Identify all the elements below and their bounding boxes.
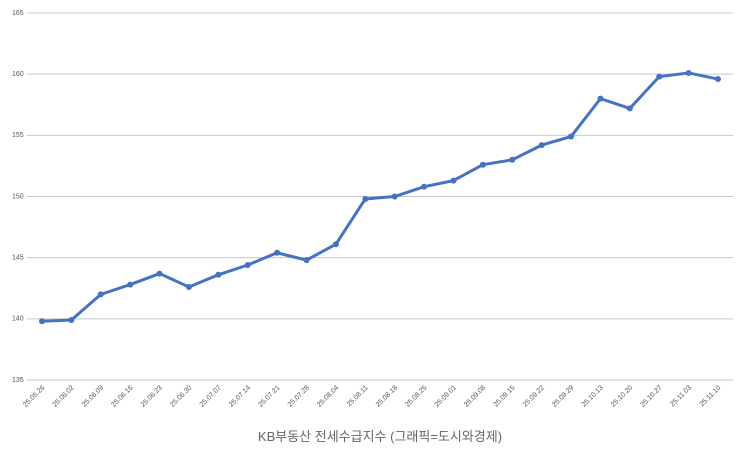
line-series: [41, 71, 719, 323]
x-tick-label: 25.11.10: [699, 384, 723, 408]
x-tick-label: 25.09.29: [551, 384, 575, 408]
x-tick-label: 25.07.14: [228, 384, 252, 408]
x-tick-label: 25.11.03: [669, 384, 693, 408]
x-tick-label: 25.10.20: [610, 384, 634, 408]
x-tick-label: 25.08.04: [316, 384, 340, 408]
point: [685, 69, 692, 76]
point: [479, 161, 486, 168]
point: [626, 105, 633, 112]
y-tick-label: 140: [12, 316, 24, 323]
x-tick-label: 25.10.13: [581, 384, 605, 408]
point: [97, 291, 104, 298]
x-tick-label: 25.09.08: [463, 384, 487, 408]
x-tick-label: 25.06.23: [140, 384, 164, 408]
point: [332, 241, 339, 248]
point: [156, 270, 163, 277]
y-tick-label: 150: [12, 193, 24, 200]
chart-title: KB부동산 전세수급지수 (그래픽=도시와경제): [258, 429, 502, 444]
point: [303, 257, 310, 264]
y-tick-label: 165: [12, 10, 24, 17]
x-tick-label: 25.06.09: [81, 384, 105, 408]
y-tick-label: 160: [12, 71, 24, 78]
point: [127, 281, 134, 288]
x-tick-label: 25.09.15: [492, 384, 516, 408]
x-tick-label: 25.08.11: [346, 384, 370, 408]
y-tick-label: 135: [12, 377, 24, 384]
point: [274, 249, 281, 256]
point: [391, 193, 398, 200]
x-tick-label: 25.07.28: [287, 384, 311, 408]
point: [597, 95, 604, 102]
point: [244, 262, 251, 269]
point: [509, 156, 516, 163]
x-tick-label: 25.05.26: [22, 384, 46, 408]
x-tick-label: 25.07.21: [257, 384, 281, 408]
y-tick-label: 155: [12, 132, 24, 139]
x-tick-label: 25.06.16: [110, 384, 134, 408]
x-tick-label: 25.10.27: [639, 384, 663, 408]
x-tick-label: 25.09.22: [522, 384, 546, 408]
point: [715, 76, 721, 83]
point: [568, 133, 575, 140]
x-tick-label: 25.08.18: [375, 384, 399, 408]
point: [538, 142, 545, 149]
point: [362, 195, 369, 202]
point: [68, 317, 75, 324]
x-tick-label: 25.07.07: [199, 384, 223, 408]
y-tick-label: 145: [12, 255, 24, 262]
x-tick-label: 25.06.02: [52, 384, 76, 408]
point: [421, 183, 428, 190]
point: [185, 284, 192, 291]
point: [39, 318, 45, 325]
x-tick-label: 25.08.25: [404, 384, 428, 408]
point: [215, 271, 222, 278]
point: [450, 177, 457, 184]
x-tick-label: 25.09.01: [434, 384, 458, 408]
point: [656, 73, 663, 80]
x-tick-label: 25.06.30: [169, 384, 193, 408]
